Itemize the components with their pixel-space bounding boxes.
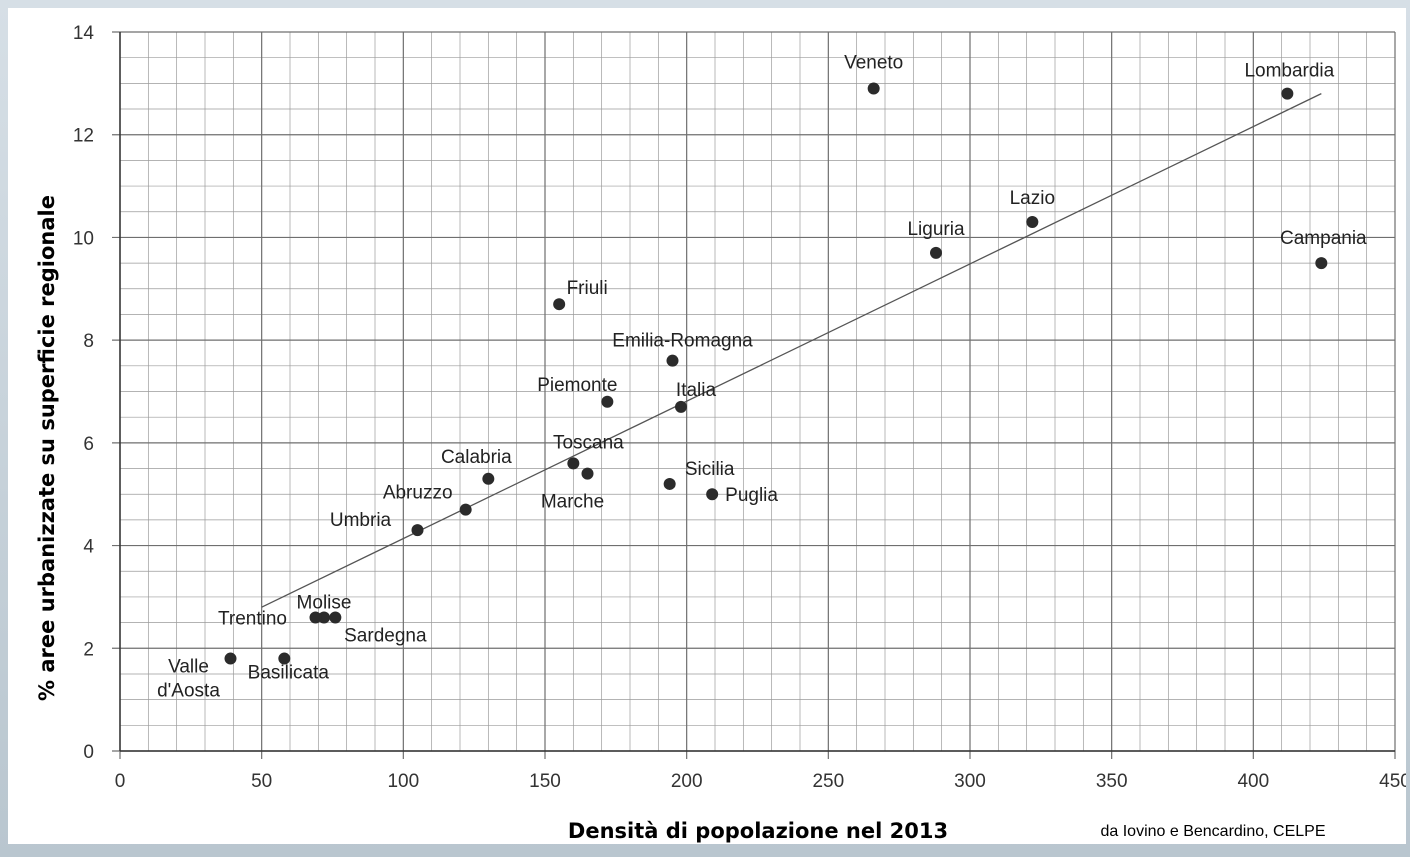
point-label: d'Aosta [157, 681, 220, 702]
data-point [930, 246, 942, 259]
data-point [318, 611, 330, 624]
point-label: Liguria [907, 219, 964, 240]
point-label: Marche [541, 492, 604, 513]
source-note: da Iovino e Bencardino, CELPE [1100, 823, 1325, 840]
point-labels: Veneto Lombardia Lazio Liguria Campania Friul… [157, 52, 1367, 701]
point-label: Piemonte [537, 375, 617, 396]
data-point [1026, 216, 1039, 229]
point-label: Friuli [567, 278, 608, 299]
x-tick-labels: 0 50 100 150 200 250 300 350 400 450 [115, 771, 1406, 792]
x-tick-label: 100 [387, 771, 419, 792]
data-point [278, 652, 291, 665]
data-points [224, 82, 1328, 665]
y-tick-label: 14 [73, 23, 95, 44]
y-axis-label: % aree urbanizzate su superficie regiona… [35, 195, 59, 701]
y-tick-label: 2 [83, 639, 94, 660]
chart-panel: 0 50 100 150 200 250 300 350 400 450 0 2 4 6 8 10 12 14 … [8, 8, 1406, 844]
point-label: Veneto [844, 52, 903, 73]
x-tick-label: 300 [954, 771, 986, 792]
x-axis-label: Densità di popolazione nel 2013 [568, 819, 948, 843]
point-label: Abruzzo [383, 483, 453, 504]
point-label: Umbria [330, 510, 392, 531]
data-point [601, 395, 614, 408]
data-point [1281, 87, 1294, 100]
data-point [867, 82, 880, 95]
y-tick-labels: 0 2 4 6 8 10 12 14 [73, 23, 95, 763]
point-label: Toscana [553, 432, 624, 453]
point-label: Sardegna [344, 625, 427, 646]
data-point [675, 400, 687, 413]
data-point [1315, 257, 1328, 270]
point-label: Calabria [441, 447, 512, 468]
data-point [482, 472, 495, 485]
axes [119, 32, 1395, 752]
point-label: Trentino [218, 608, 287, 629]
data-point [567, 457, 580, 470]
data-point [706, 488, 719, 501]
x-tick-label: 200 [671, 771, 703, 792]
point-label: Sicilia [685, 459, 735, 480]
data-point [553, 298, 566, 311]
data-point [459, 503, 472, 516]
data-point [329, 611, 342, 624]
x-tick-label: 150 [529, 771, 561, 792]
y-tick-label: 10 [73, 228, 94, 249]
y-tick-label: 4 [83, 537, 94, 558]
data-point [411, 524, 424, 537]
grid-major [112, 31, 1396, 759]
data-point [581, 467, 594, 480]
x-tick-label: 350 [1096, 771, 1128, 792]
data-point [666, 354, 679, 367]
x-tick-label: 250 [812, 771, 844, 792]
y-tick-label: 8 [83, 331, 94, 352]
data-point [663, 477, 676, 490]
x-tick-label: 400 [1237, 771, 1269, 792]
point-label: Campania [1280, 228, 1367, 249]
y-tick-label: 6 [83, 434, 94, 455]
trendline-group [261, 93, 1322, 608]
point-label: Lombardia [1244, 61, 1334, 82]
x-tick-label: 0 [115, 771, 126, 792]
point-label: Valle [168, 657, 209, 678]
trendline [261, 93, 1322, 608]
grid-minor [120, 32, 1395, 751]
data-point [309, 611, 322, 624]
point-label: Puglia [725, 485, 778, 506]
point-label: Emilia-Romagna [612, 331, 753, 352]
point-label: Basilicata [248, 663, 330, 684]
point-label: Italia [676, 380, 717, 401]
y-tick-label: 12 [73, 126, 94, 147]
y-tick-label: 0 [83, 742, 94, 763]
scatter-chart: 0 50 100 150 200 250 300 350 400 450 02468101214 … [35, 23, 1406, 843]
point-label: Molise [297, 592, 352, 613]
x-tick-label: 50 [251, 771, 272, 792]
x-tick-label: 450 [1379, 771, 1406, 792]
data-point [224, 652, 237, 665]
point-label: Lazio [1010, 188, 1055, 209]
